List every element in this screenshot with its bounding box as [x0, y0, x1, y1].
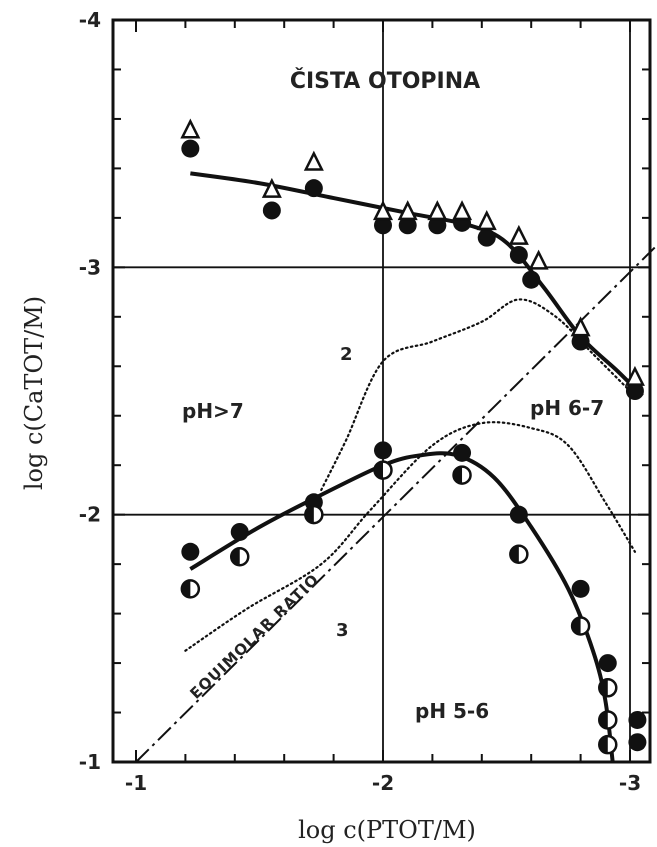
point-filled-circle	[374, 441, 392, 460]
point-open-triangle	[397, 200, 418, 221]
point-filled-circle	[522, 270, 541, 289]
point-filled-circle	[181, 542, 200, 561]
axis-ticks: -1 -2 -3 -1 -2 -3 -4	[79, 8, 650, 795]
x-tick-label: -2	[372, 771, 394, 795]
point-filled-circle	[304, 179, 323, 198]
point-open-triangle	[372, 200, 394, 221]
half-circle-fill	[510, 545, 519, 563]
point-filled-circle	[598, 654, 617, 673]
annotation-ph-gt7: pH>7	[182, 399, 244, 423]
plot-frame	[111, 18, 652, 764]
point-filled-circle	[230, 522, 249, 541]
point-half-open-circle	[509, 544, 529, 564]
annotation-curve-3: 3	[336, 620, 349, 641]
point-open-triangle	[476, 210, 497, 231]
point-open-triangle	[303, 150, 324, 171]
curve-2	[184, 421, 637, 652]
x-axis-label: log c(PTOT/M)	[298, 816, 476, 844]
y-tick-label: -2	[79, 503, 101, 527]
point-filled-circle	[571, 332, 590, 351]
half-circle-fill	[572, 617, 581, 635]
point-filled-circle	[477, 228, 496, 247]
half-circle-fill	[599, 711, 608, 729]
point-half-open-circle	[598, 678, 618, 698]
point-open-triangle	[528, 249, 549, 270]
point-filled-circle	[628, 733, 647, 752]
point-half-open-circle	[570, 616, 591, 636]
point-filled-circle	[398, 216, 417, 235]
half-circle-fill	[599, 736, 608, 754]
half-circle-fill	[453, 466, 463, 484]
point-filled-circle	[374, 216, 392, 235]
point-half-open-circle	[452, 465, 472, 485]
annotation-curve-2: 2	[340, 344, 353, 365]
curve-3	[135, 246, 656, 763]
point-open-triangle	[508, 224, 529, 245]
annotation-ph-6-7: pH 6-7	[530, 396, 604, 420]
y-tick-label: -3	[79, 255, 101, 279]
point-filled-circle	[509, 505, 528, 524]
point-filled-circle	[509, 245, 528, 264]
x-tick-label: -1	[125, 771, 147, 795]
point-half-open-circle	[598, 710, 618, 730]
point-half-open-circle	[180, 579, 201, 599]
half-circle-fill	[599, 679, 608, 697]
point-open-triangle	[261, 177, 282, 198]
y-axis-label: log c(CaTOT/M)	[20, 296, 48, 490]
half-circle-fill	[231, 548, 240, 566]
point-filled-circle	[628, 710, 647, 729]
half-circle-fill	[305, 506, 314, 524]
point-filled-circle	[571, 579, 590, 598]
x-tick-label: -3	[619, 771, 641, 795]
point-half-open-circle	[598, 734, 618, 755]
point-open-triangle	[452, 200, 473, 221]
half-circle-fill	[181, 580, 191, 598]
data-points	[180, 118, 647, 755]
chart-title: ČISTA OTOPINA	[290, 68, 480, 94]
point-open-triangle	[427, 200, 448, 221]
point-filled-circle	[428, 216, 447, 235]
point-open-triangle	[570, 316, 591, 337]
point-half-open-circle	[229, 546, 250, 567]
y-tick-label: -4	[79, 8, 101, 32]
point-filled-circle	[181, 139, 200, 158]
half-circle-fill	[374, 461, 383, 479]
y-tick-label: -1	[79, 750, 101, 774]
plot-border	[111, 18, 652, 764]
point-filled-circle	[262, 201, 281, 220]
point-open-triangle	[180, 118, 201, 139]
point-open-triangle	[624, 365, 645, 386]
point-filled-circle	[453, 443, 472, 462]
point-half-open-circle	[304, 504, 324, 525]
point-filled-circle	[625, 382, 644, 400]
point-half-open-circle	[373, 460, 393, 480]
annotation-ph-5-6: pH 5-6	[415, 699, 489, 723]
